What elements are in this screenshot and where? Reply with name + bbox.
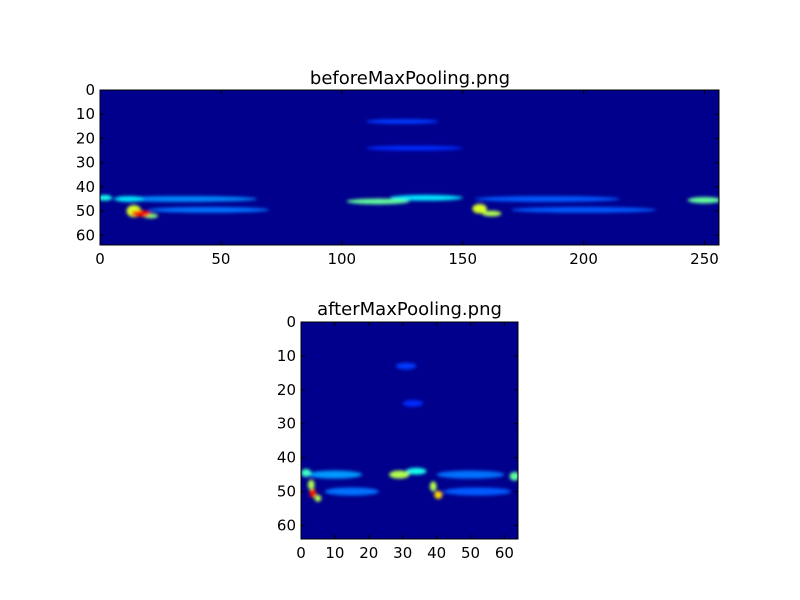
- heatmap-hotspot: [365, 119, 439, 124]
- y-tick-label: 10: [76, 105, 95, 123]
- heatmap-hotspot: [307, 479, 315, 490]
- x-tick-label: 20: [359, 544, 378, 562]
- y-tick-label: 40: [76, 178, 95, 196]
- heatmap-hotspot: [511, 206, 657, 213]
- chart-title: beforeMaxPooling.png: [310, 68, 510, 89]
- heatmap-hotspot: [309, 488, 317, 498]
- before-max-pooling-axes: beforeMaxPooling.png 0 50 100 150 200 250 0 10 2…: [76, 68, 720, 268]
- y-tick-label: 20: [76, 129, 95, 147]
- heatmap-hotspot: [429, 481, 437, 492]
- y-tick-label: 0: [85, 81, 95, 99]
- heatmap-hotspot: [389, 470, 410, 479]
- x-tick-label: 150: [448, 250, 477, 268]
- x-tick-label: 0: [296, 544, 306, 562]
- y-tick-label: 60: [76, 226, 95, 244]
- heatmap-hotspot: [402, 399, 424, 407]
- heatmap-hotspot: [509, 471, 518, 481]
- x-tick-label: 0: [95, 250, 105, 268]
- y-tick-label: 50: [76, 202, 95, 220]
- heatmap-hotspot: [443, 487, 512, 496]
- heatmap-hotspot: [307, 470, 363, 479]
- heatmap-hotspot: [100, 194, 113, 201]
- heatmap-hotspot: [346, 198, 410, 205]
- x-tick-label: 100: [327, 250, 356, 268]
- y-tick-label: 10: [277, 347, 296, 365]
- heatmap-hotspot: [406, 467, 427, 475]
- heatmap-hotspot: [390, 194, 463, 201]
- x-tick-label: 60: [495, 544, 514, 562]
- heatmap-hotspot: [112, 196, 258, 202]
- y-tick-label: 60: [277, 516, 296, 534]
- heatmap-hotspot: [472, 203, 487, 214]
- y-tick-label: 0: [286, 313, 296, 331]
- y-tick-label: 40: [277, 449, 296, 467]
- heatmap-background: [301, 322, 518, 539]
- heatmap-hotspot: [482, 210, 502, 217]
- x-tick-label: 50: [211, 250, 230, 268]
- x-tick-label: 200: [569, 250, 598, 268]
- heatmap-background: [100, 90, 719, 245]
- heatmap-hotspot: [474, 196, 620, 202]
- heatmap-hotspot: [324, 487, 379, 496]
- y-tick-label: 20: [277, 381, 296, 399]
- heatmap-hotspot: [301, 468, 312, 477]
- chart-title: afterMaxPooling.png: [317, 299, 502, 320]
- y-tick-label: 30: [76, 154, 95, 172]
- x-tick-label: 250: [690, 250, 719, 268]
- x-tick-label: 40: [427, 544, 446, 562]
- x-tick-label: 50: [461, 544, 480, 562]
- heatmap-hotspot: [434, 490, 443, 499]
- x-tick-label: 10: [325, 544, 344, 562]
- heatmap-hotspot: [148, 206, 270, 213]
- heatmap-hotspot: [365, 145, 463, 151]
- after-max-pooling-axes: afterMaxPooling.png 0 10 20 30 40 50 600102030…: [277, 299, 519, 562]
- axes-frame: [99, 89, 720, 246]
- heatmap-hotspot: [687, 197, 719, 204]
- heatmap-hotspot: [131, 210, 151, 217]
- heatmap-hotspot: [436, 470, 505, 479]
- heatmap-hotspot: [114, 196, 144, 202]
- heatmap-hotspot: [395, 362, 417, 370]
- x-tick-label: 30: [393, 544, 412, 562]
- y-tick-label: 50: [277, 483, 296, 501]
- axes-frame: [300, 321, 519, 540]
- y-tick-label: 30: [277, 415, 296, 433]
- heatmap-hotspot: [314, 494, 322, 502]
